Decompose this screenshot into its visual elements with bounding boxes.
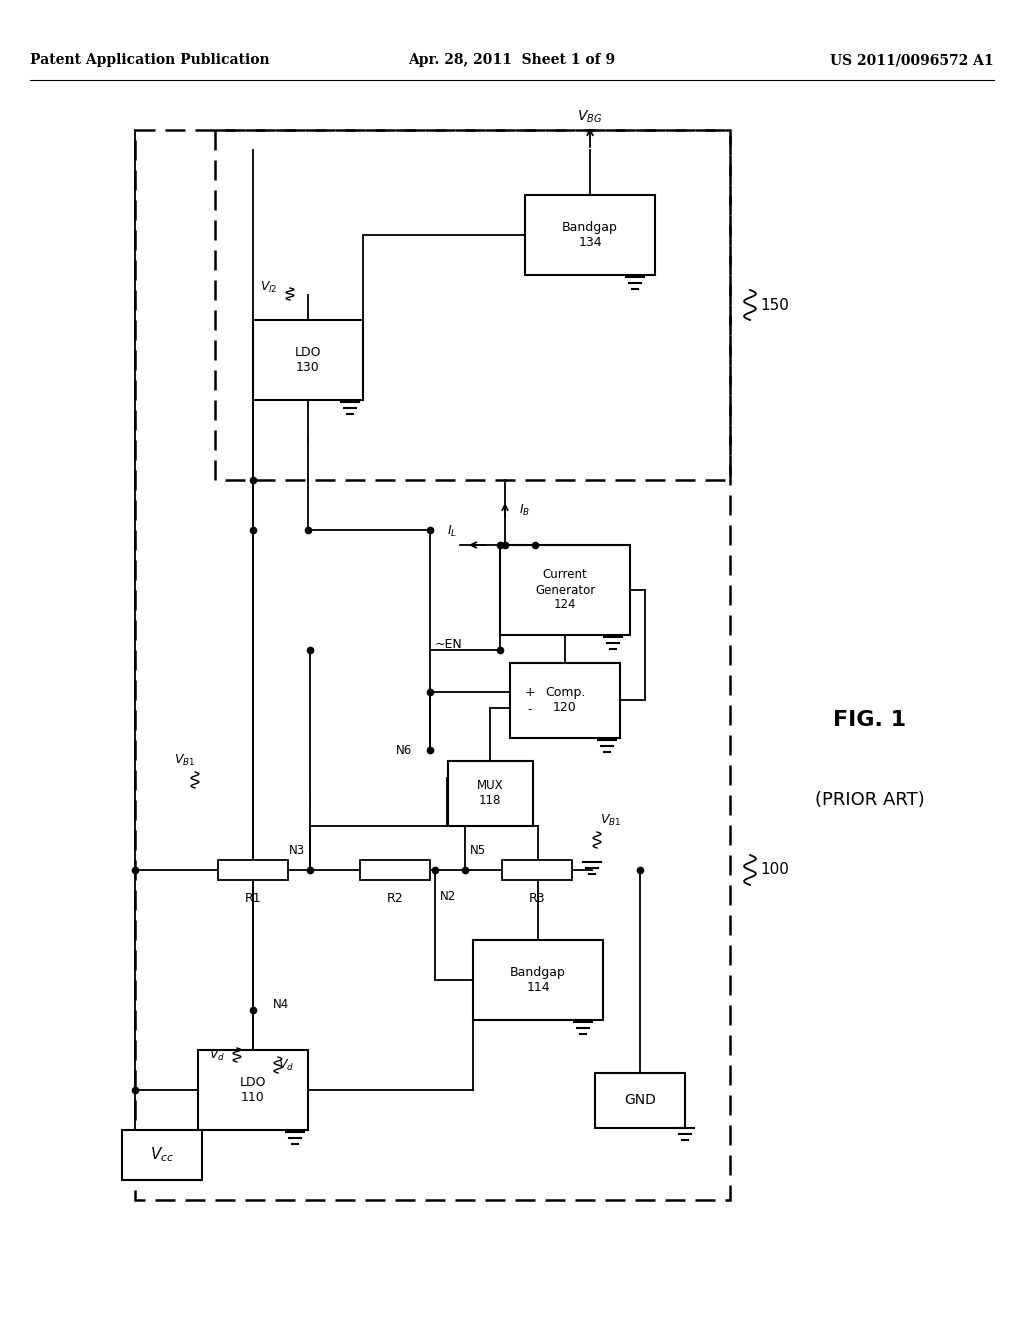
Text: Patent Application Publication: Patent Application Publication	[30, 53, 269, 67]
Text: ~EN: ~EN	[435, 639, 463, 652]
Bar	[218, 861, 288, 880]
Text: N6: N6	[395, 743, 412, 756]
Text: R3: R3	[528, 892, 546, 906]
Text: $I_L$: $I_L$	[447, 524, 457, 539]
Bar	[135, 129, 730, 1200]
Text: R2: R2	[387, 892, 403, 906]
Bar	[473, 940, 603, 1020]
Text: R1: R1	[245, 892, 261, 906]
Text: $V_{BG}$: $V_{BG}$	[578, 108, 602, 125]
Bar	[360, 861, 430, 880]
Text: Apr. 28, 2011  Sheet 1 of 9: Apr. 28, 2011 Sheet 1 of 9	[409, 53, 615, 67]
Text: 150: 150	[760, 297, 788, 313]
Text: -: -	[527, 704, 532, 717]
Text: N5: N5	[470, 843, 486, 857]
Bar	[122, 1130, 202, 1180]
Bar	[500, 545, 630, 635]
Bar	[595, 1072, 685, 1127]
Text: LDO
130: LDO 130	[295, 346, 322, 374]
Text: US 2011/0096572 A1: US 2011/0096572 A1	[830, 53, 994, 67]
Bar	[253, 319, 362, 400]
Text: (PRIOR ART): (PRIOR ART)	[815, 791, 925, 809]
Text: $V_d$: $V_d$	[278, 1057, 294, 1073]
Bar	[215, 129, 730, 480]
Text: Bandgap
134: Bandgap 134	[562, 220, 617, 249]
Text: N4: N4	[273, 998, 289, 1011]
Text: 100: 100	[760, 862, 788, 878]
Bar	[510, 663, 620, 738]
Text: $V_{B1}$: $V_{B1}$	[600, 812, 622, 828]
Bar	[198, 1049, 308, 1130]
Text: N3: N3	[289, 843, 305, 857]
Bar	[502, 861, 572, 880]
Text: Current
Generator
124: Current Generator 124	[535, 569, 595, 611]
Text: LDO
110: LDO 110	[240, 1076, 266, 1104]
Text: +: +	[524, 685, 536, 698]
Text: MUX
118: MUX 118	[477, 779, 504, 807]
Text: GND: GND	[624, 1093, 656, 1107]
Bar	[525, 195, 655, 275]
Text: N2: N2	[440, 890, 457, 903]
Text: $V_{cc}$: $V_{cc}$	[150, 1146, 174, 1164]
Text: Comp.
120: Comp. 120	[545, 686, 585, 714]
Text: Bandgap
114: Bandgap 114	[510, 966, 566, 994]
Text: $V_{l2}$: $V_{l2}$	[260, 280, 278, 294]
Text: $V_{B1}$: $V_{B1}$	[174, 752, 196, 767]
Text: $V_d$: $V_d$	[209, 1048, 225, 1063]
Bar	[447, 760, 532, 825]
Text: $I_B$: $I_B$	[519, 503, 530, 517]
Text: FIG. 1: FIG. 1	[834, 710, 906, 730]
